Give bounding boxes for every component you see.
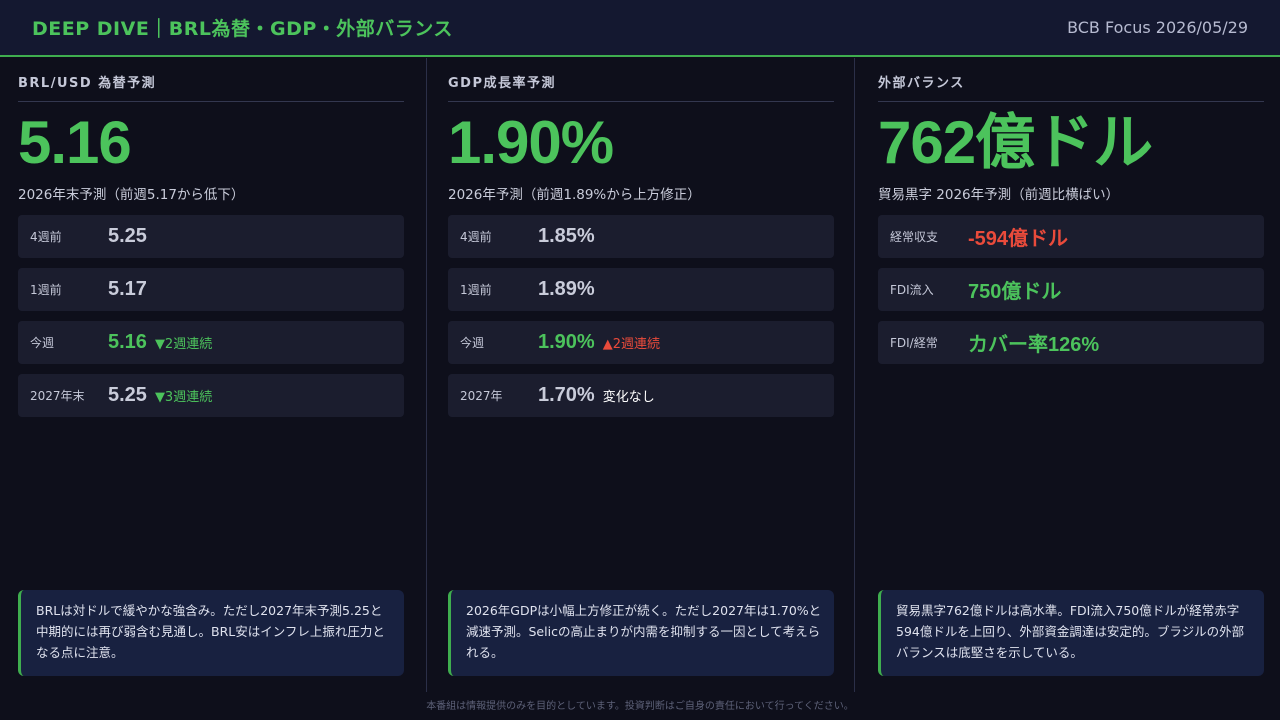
headline-subtitle: 貿易黒字 2026年予測（前週比横ばい）: [878, 187, 1120, 203]
headline-subtitle: 2026年末予測（前週5.17から低下）: [18, 187, 245, 203]
fdi-inflow-row: FDI流入 750億ドル: [878, 268, 1264, 311]
commentary-box: BRLは対ドルで緩やかな強含み。ただし2027年末予測5.25と中期的には再び弱…: [18, 590, 404, 676]
panel-title: 外部バランス: [878, 72, 1264, 102]
row-label: 経常収支: [890, 230, 939, 244]
trend-note: ▼2週連続: [154, 337, 213, 352]
headline-subtitle: 2026年予測（前週1.89%から上方修正）: [448, 187, 701, 203]
row-value: -594億ドル: [968, 228, 1069, 250]
headline-value: 5.16: [18, 109, 132, 176]
trend-note: ▲2週連続: [602, 337, 660, 352]
trend-note: 変化なし: [602, 390, 655, 405]
row-label: 1週前: [460, 283, 492, 297]
header-bar: DEEP DIVE｜BRL為替・GDP・外部バランス BCB Focus 202…: [0, 0, 1280, 57]
row-value: 5.16: [108, 331, 147, 353]
headline-value: 762億ドル: [878, 109, 1153, 176]
row-value: 1.85%: [538, 225, 595, 247]
fdi-coverage-row: FDI/経常 カバー率126%: [878, 321, 1264, 364]
brl-usd-panel: BRL/USD 為替予測 5.16 2026年末予測（前週5.17から低下） 4…: [0, 58, 428, 692]
current-account-row: 経常収支 -594億ドル: [878, 215, 1264, 258]
row-value: 1.70%: [538, 384, 595, 406]
panel-title: BRL/USD 為替予測: [18, 72, 404, 102]
forecast-row-2027: 2027年 1.70% 変化なし: [448, 374, 834, 417]
trend-note: ▼3週連続: [154, 390, 213, 405]
row-label: FDI流入: [890, 283, 934, 297]
row-value: 1.90%: [538, 331, 595, 353]
row-value: 5.17: [108, 278, 147, 300]
row-value: 1.89%: [538, 278, 595, 300]
row-value: 750億ドル: [968, 281, 1062, 303]
forecast-row-4w: 4週前 5.25: [18, 215, 404, 258]
row-label: 4週前: [30, 230, 62, 244]
panel-title: GDP成長率予測: [448, 72, 834, 102]
row-label: 2027年末: [30, 389, 85, 403]
forecast-row-2027: 2027年末 5.25 ▼3週連続: [18, 374, 404, 417]
forecast-row-this-week: 今週 1.90% ▲2週連続: [448, 321, 834, 364]
forecast-row-1w: 1週前 5.17: [18, 268, 404, 311]
row-label: 今週: [460, 336, 485, 350]
commentary-box: 貿易黒字762億ドルは高水準。FDI流入750億ドルが経常赤字594億ドルを上回…: [878, 590, 1264, 676]
row-label: FDI/経常: [890, 336, 938, 350]
forecast-row-this-week: 今週 5.16 ▼2週連続: [18, 321, 404, 364]
gdp-panel: GDP成長率予測 1.90% 2026年予測（前週1.89%から上方修正） 4週…: [426, 58, 854, 692]
headline-value: 1.90%: [448, 109, 614, 176]
row-value: 5.25: [108, 384, 147, 406]
row-label: 2027年: [460, 389, 503, 403]
row-value: カバー率126%: [968, 334, 1100, 356]
commentary-box: 2026年GDPは小幅上方修正が続く。ただし2027年は1.70%と減速予測。S…: [448, 590, 834, 676]
row-value: 5.25: [108, 225, 147, 247]
page-title: DEEP DIVE｜BRL為替・GDP・外部バランス: [32, 18, 453, 40]
source-date: BCB Focus 2026/05/29: [1067, 18, 1248, 37]
forecast-row-4w: 4週前 1.85%: [448, 215, 834, 258]
external-balance-panel: 外部バランス 762億ドル 貿易黒字 2026年予測（前週比横ばい） 経常収支 …: [854, 58, 1280, 692]
row-label: 1週前: [30, 283, 62, 297]
disclaimer: 本番組は情報提供のみを目的としています。投資判断はご自身の責任において行ってくだ…: [426, 701, 854, 712]
row-label: 4週前: [460, 230, 492, 244]
forecast-row-1w: 1週前 1.89%: [448, 268, 834, 311]
row-label: 今週: [30, 336, 55, 350]
